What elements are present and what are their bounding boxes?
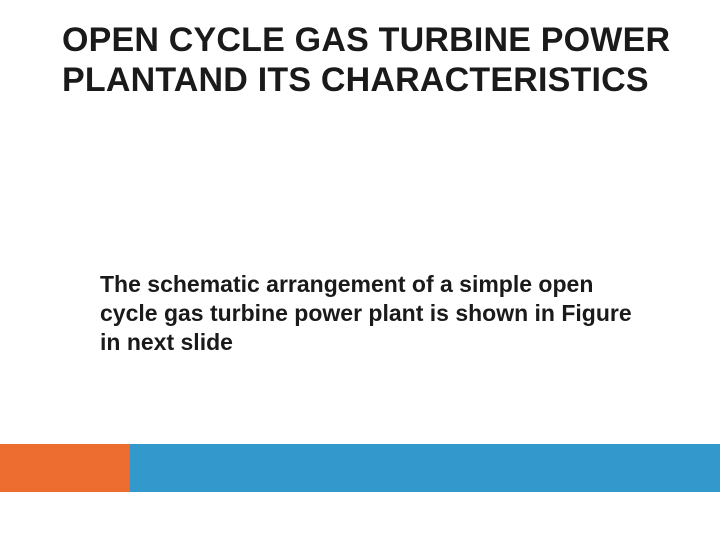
accent-orange-block xyxy=(0,444,130,492)
accent-blue-block xyxy=(130,444,720,492)
accent-bar xyxy=(0,444,720,492)
slide: OPEN CYCLE GAS TURBINE POWER PLANTAND IT… xyxy=(0,0,720,540)
slide-body-text: The schematic arrangement of a simple op… xyxy=(100,270,640,356)
slide-title: OPEN CYCLE GAS TURBINE POWER PLANTAND IT… xyxy=(62,20,680,100)
